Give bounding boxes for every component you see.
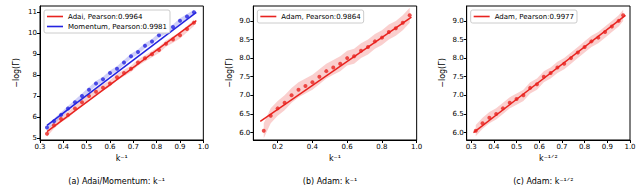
svg-text:Adam, Pearson:0.9977: Adam, Pearson:0.9977 [495, 13, 574, 21]
svg-text:k⁻¹: k⁻¹ [116, 154, 128, 163]
svg-text:0.5: 0.5 [511, 143, 522, 151]
svg-text:1.0: 1.0 [624, 143, 635, 151]
svg-text:0.6: 0.6 [104, 143, 116, 151]
svg-text:Adam, Pearson:0.9864: Adam, Pearson:0.9864 [281, 13, 361, 21]
svg-text:−log(Γ): −log(Γ) [438, 58, 447, 88]
svg-text:9.0: 9.0 [239, 17, 250, 25]
svg-text:k⁻¹ᐟ²: k⁻¹ᐟ² [539, 154, 558, 163]
svg-text:9: 9 [33, 50, 37, 58]
svg-text:0.4: 0.4 [58, 143, 70, 151]
svg-text:0.8: 0.8 [151, 143, 162, 151]
svg-text:7.0: 7.0 [453, 91, 464, 99]
svg-text:0.3: 0.3 [466, 143, 477, 151]
svg-text:0.7: 0.7 [556, 143, 567, 151]
svg-text:6.5: 6.5 [239, 110, 250, 118]
svg-text:1.0: 1.0 [411, 143, 422, 151]
svg-text:−log(Γ): −log(Γ) [225, 58, 234, 88]
svg-text:(c) Adam: k⁻¹ᐟ²: (c) Adam: k⁻¹ᐟ² [513, 177, 573, 186]
svg-text:0.9: 0.9 [602, 143, 613, 151]
svg-text:k⁻¹: k⁻¹ [329, 154, 341, 163]
svg-text:0.8: 0.8 [376, 143, 387, 151]
svg-text:0.3: 0.3 [34, 143, 45, 151]
svg-text:Momentum, Pearson:0.9981: Momentum, Pearson:0.9981 [68, 23, 167, 31]
svg-text:0.6: 0.6 [534, 143, 546, 151]
svg-text:6.0: 6.0 [239, 129, 250, 137]
svg-text:0.7: 0.7 [128, 143, 139, 151]
svg-text:8.0: 8.0 [239, 54, 250, 62]
svg-text:8.5: 8.5 [239, 36, 250, 44]
svg-text:0.4: 0.4 [307, 143, 319, 151]
svg-text:(a) Adai/Momentum: k⁻¹: (a) Adai/Momentum: k⁻¹ [68, 177, 165, 186]
svg-text:6: 6 [33, 113, 38, 121]
svg-text:0.4: 0.4 [488, 143, 500, 151]
svg-text:7.0: 7.0 [239, 91, 250, 99]
svg-text:Adai, Pearson:0.9964: Adai, Pearson:0.9964 [68, 13, 143, 21]
svg-text:−log(Γ): −log(Γ) [12, 58, 21, 88]
svg-text:0.6: 0.6 [342, 143, 354, 151]
svg-text:8.5: 8.5 [453, 36, 464, 44]
svg-text:0.8: 0.8 [579, 143, 590, 151]
svg-text:11: 11 [28, 8, 37, 16]
svg-text:1.0: 1.0 [198, 143, 209, 151]
svg-text:9.0: 9.0 [453, 17, 464, 25]
svg-text:0.2: 0.2 [272, 143, 283, 151]
svg-text:10: 10 [28, 29, 37, 37]
svg-text:7.5: 7.5 [239, 73, 250, 81]
svg-text:5: 5 [33, 134, 37, 142]
svg-text:7.5: 7.5 [453, 73, 464, 81]
svg-text:6.0: 6.0 [453, 129, 464, 137]
svg-text:7: 7 [33, 92, 37, 100]
svg-text:0.5: 0.5 [81, 143, 92, 151]
svg-text:8: 8 [33, 71, 37, 79]
svg-text:(b) Adam: k⁻¹: (b) Adam: k⁻¹ [303, 177, 357, 186]
svg-text:8.0: 8.0 [453, 54, 464, 62]
svg-text:0.9: 0.9 [174, 143, 185, 151]
svg-text:6.5: 6.5 [453, 110, 464, 118]
